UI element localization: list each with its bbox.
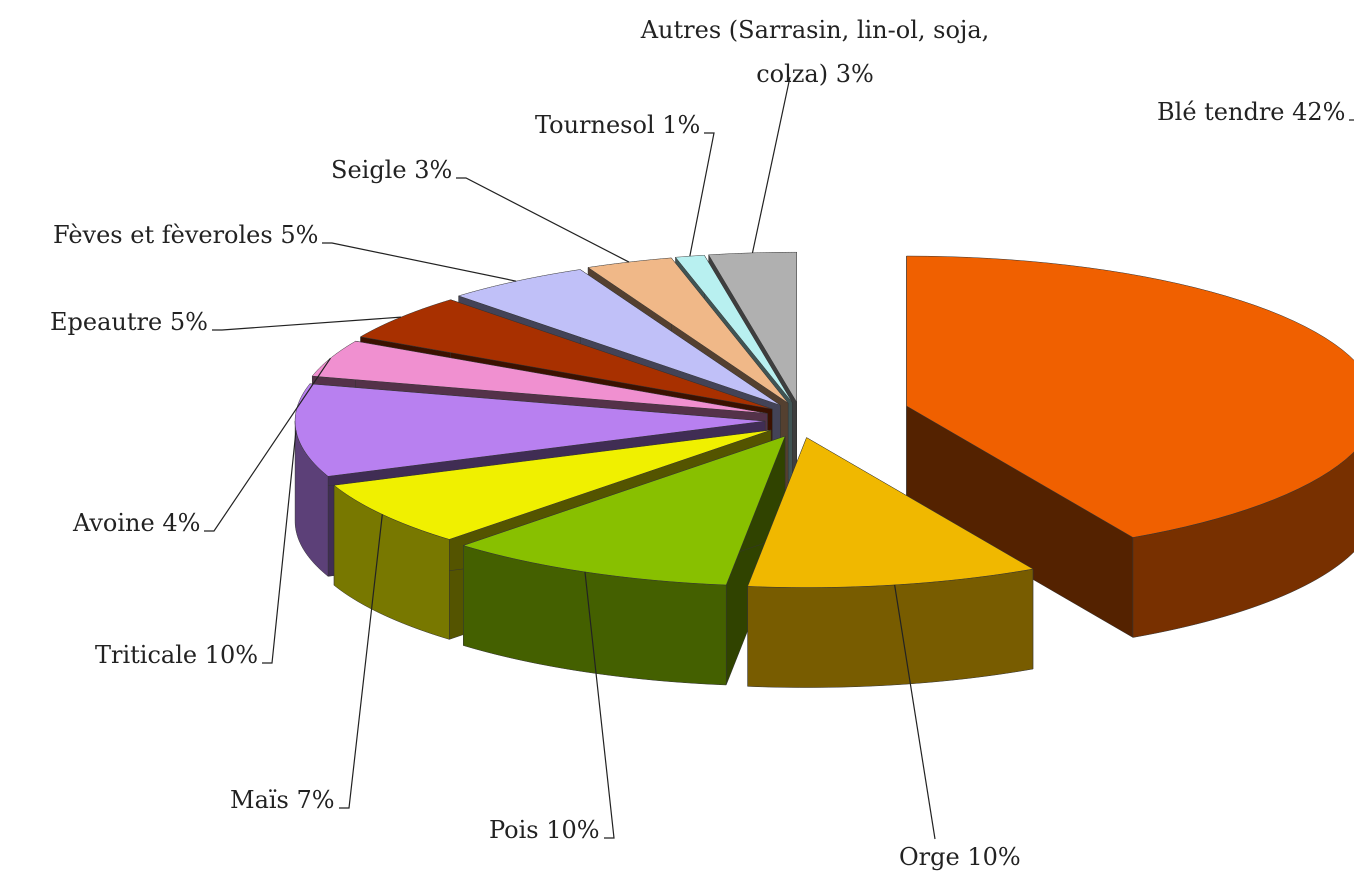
value-label: 10% [204,641,259,669]
leader-line [322,242,517,282]
data-label: Triticale 10% [95,633,258,677]
data-label: Autres (Sarrasin, lin-ol, soja, colza) 3… [605,8,1025,96]
value-label: 5% [169,308,208,336]
data-label: Blé tendre 42% [1157,90,1345,134]
data-label: Tournesol 1% [535,103,700,147]
category-label: Pois [489,816,539,844]
data-label: Orge 10% [899,835,1021,879]
leader-line [1349,119,1354,121]
data-label: Pois 10% [489,808,600,852]
slice-top [457,269,781,406]
category-label: Orge [899,843,960,871]
category-label: Tournesol [535,111,655,139]
value-label: 10% [967,843,1021,871]
category-label: Avoine [73,509,155,537]
value-label: 3% [835,60,874,88]
category-label: Fèves et fèveroles [53,221,273,249]
leader-line [894,584,936,840]
value-label: 7% [296,786,335,814]
data-label: Seigle 3% [331,148,452,192]
category-label: Epeautre [50,308,163,336]
leader-line [456,177,630,263]
value-label: 10% [546,816,600,844]
slice [906,255,1354,638]
data-label: Fèves et fèveroles 5% [53,213,318,257]
leader-line [204,357,331,532]
category-label: Maïs [230,786,289,814]
leader-line [689,132,715,257]
category-label: Triticale [95,641,198,669]
data-label: Epeautre 5% [50,300,208,344]
leader-line [262,430,297,664]
category-label: Seigle [331,156,407,184]
slice [462,435,786,686]
slice-top [359,299,773,410]
leader-line [339,514,383,809]
slice-top [674,254,793,403]
slice-top [333,429,772,540]
value-label: 4% [162,509,201,537]
category-label: Autres (Sarrasin, lin-ol, soja, colza) [640,16,990,88]
slice-top [708,251,797,404]
slice-top [311,340,768,414]
category-label: Blé tendre [1157,98,1285,126]
slice-top [462,435,786,586]
data-label: Maïs 7% [230,778,335,822]
leader-line [751,76,791,253]
value-label: 42% [1292,98,1346,126]
leader-line [584,571,615,839]
slice-top [906,255,1354,538]
data-label: Avoine 4% [73,501,200,545]
slice [747,437,1034,688]
leader-line [212,316,402,331]
value-label: 5% [280,221,319,249]
value-label: 1% [662,111,701,139]
value-label: 3% [414,156,453,184]
